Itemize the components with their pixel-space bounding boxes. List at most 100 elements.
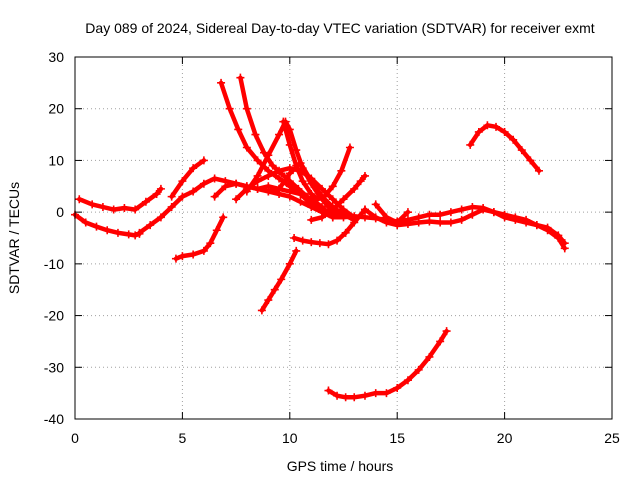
data-point xyxy=(500,127,509,136)
data-point xyxy=(517,146,526,155)
data-point xyxy=(156,213,165,222)
data-point xyxy=(500,213,509,222)
data-point xyxy=(236,73,245,82)
data-point xyxy=(350,393,359,402)
series-line xyxy=(259,248,299,313)
data-point xyxy=(298,236,307,245)
series-arc-5 xyxy=(171,213,228,263)
data-point xyxy=(113,228,122,237)
data-point xyxy=(294,184,303,193)
data-point xyxy=(554,234,563,242)
data-point xyxy=(141,197,150,206)
y-tick-label: 30 xyxy=(48,49,64,65)
data-point xyxy=(318,213,327,222)
data-point xyxy=(92,222,101,231)
data-point xyxy=(120,204,129,213)
data-point xyxy=(468,202,477,211)
x-tick-label: 20 xyxy=(497,430,513,446)
data-point xyxy=(468,210,477,219)
data-point xyxy=(210,192,219,201)
data-point xyxy=(296,159,305,168)
y-tick-label: -20 xyxy=(44,308,64,324)
y-axis-label: SDTVAR / TECUs xyxy=(6,182,22,294)
data-point xyxy=(341,393,350,402)
data-point xyxy=(414,218,423,227)
data-point xyxy=(124,230,133,239)
data-point xyxy=(199,156,208,165)
y-tick-label: 0 xyxy=(56,204,64,220)
data-point xyxy=(260,148,269,157)
data-point xyxy=(328,195,337,204)
series-arc-18 xyxy=(371,200,412,227)
data-point xyxy=(232,179,241,188)
data-point xyxy=(371,213,380,222)
data-point xyxy=(360,205,369,214)
data-point xyxy=(199,179,208,188)
data-point xyxy=(298,177,307,186)
series-line xyxy=(281,119,353,202)
data-point xyxy=(320,205,329,214)
axis-ticks: 0 5 10 15 20 25 -40 -30 -20 -10 0 10 20 30 xyxy=(44,49,620,446)
data-point xyxy=(264,151,273,160)
data-point xyxy=(290,234,299,242)
data-point xyxy=(442,327,451,336)
data-point xyxy=(403,376,412,385)
data-point xyxy=(156,184,165,193)
series-arc-2 xyxy=(75,184,165,214)
data-point xyxy=(131,205,140,214)
data-point xyxy=(285,140,294,149)
data-point xyxy=(275,166,284,175)
data-series xyxy=(71,73,569,402)
data-point xyxy=(212,226,221,235)
data-point xyxy=(257,306,266,315)
x-axis-label: GPS time / hours xyxy=(287,458,394,474)
data-point xyxy=(522,218,531,227)
x-tick-label: 5 xyxy=(179,430,187,446)
data-point xyxy=(345,143,354,152)
data-point xyxy=(371,200,380,209)
data-point xyxy=(178,177,187,186)
data-point xyxy=(135,228,144,237)
data-point xyxy=(206,239,215,248)
data-point xyxy=(333,391,342,400)
data-point xyxy=(221,182,230,191)
data-point xyxy=(210,174,219,183)
data-point xyxy=(88,200,97,209)
data-point xyxy=(275,174,284,183)
data-point xyxy=(189,187,198,196)
data-point xyxy=(253,171,262,180)
data-point xyxy=(131,231,140,240)
data-point xyxy=(264,187,273,196)
data-point xyxy=(339,195,348,204)
data-point xyxy=(560,244,569,253)
data-point xyxy=(189,164,198,173)
data-point xyxy=(489,208,498,217)
data-point xyxy=(436,210,445,219)
data-point xyxy=(242,187,251,196)
x-tick-label: 10 xyxy=(282,430,298,446)
data-point xyxy=(324,240,333,249)
data-point xyxy=(446,218,455,227)
data-point xyxy=(425,217,434,226)
data-point xyxy=(285,259,294,268)
data-point xyxy=(296,197,305,206)
data-point xyxy=(403,220,412,229)
series-arc-19 xyxy=(466,121,543,175)
data-point xyxy=(492,122,501,131)
data-point xyxy=(320,192,329,201)
data-point xyxy=(279,117,288,126)
data-point xyxy=(393,218,402,227)
data-point xyxy=(543,226,552,235)
data-point xyxy=(302,192,311,201)
data-point xyxy=(277,275,286,284)
data-point xyxy=(167,202,176,211)
plot-frame xyxy=(74,56,613,420)
x-tick-label: 25 xyxy=(604,430,620,446)
data-point xyxy=(425,210,434,219)
data-point xyxy=(146,221,155,230)
y-tick-label: 10 xyxy=(48,152,64,168)
series-arc-13 xyxy=(257,246,301,315)
data-point xyxy=(479,205,488,214)
data-point xyxy=(307,238,316,247)
